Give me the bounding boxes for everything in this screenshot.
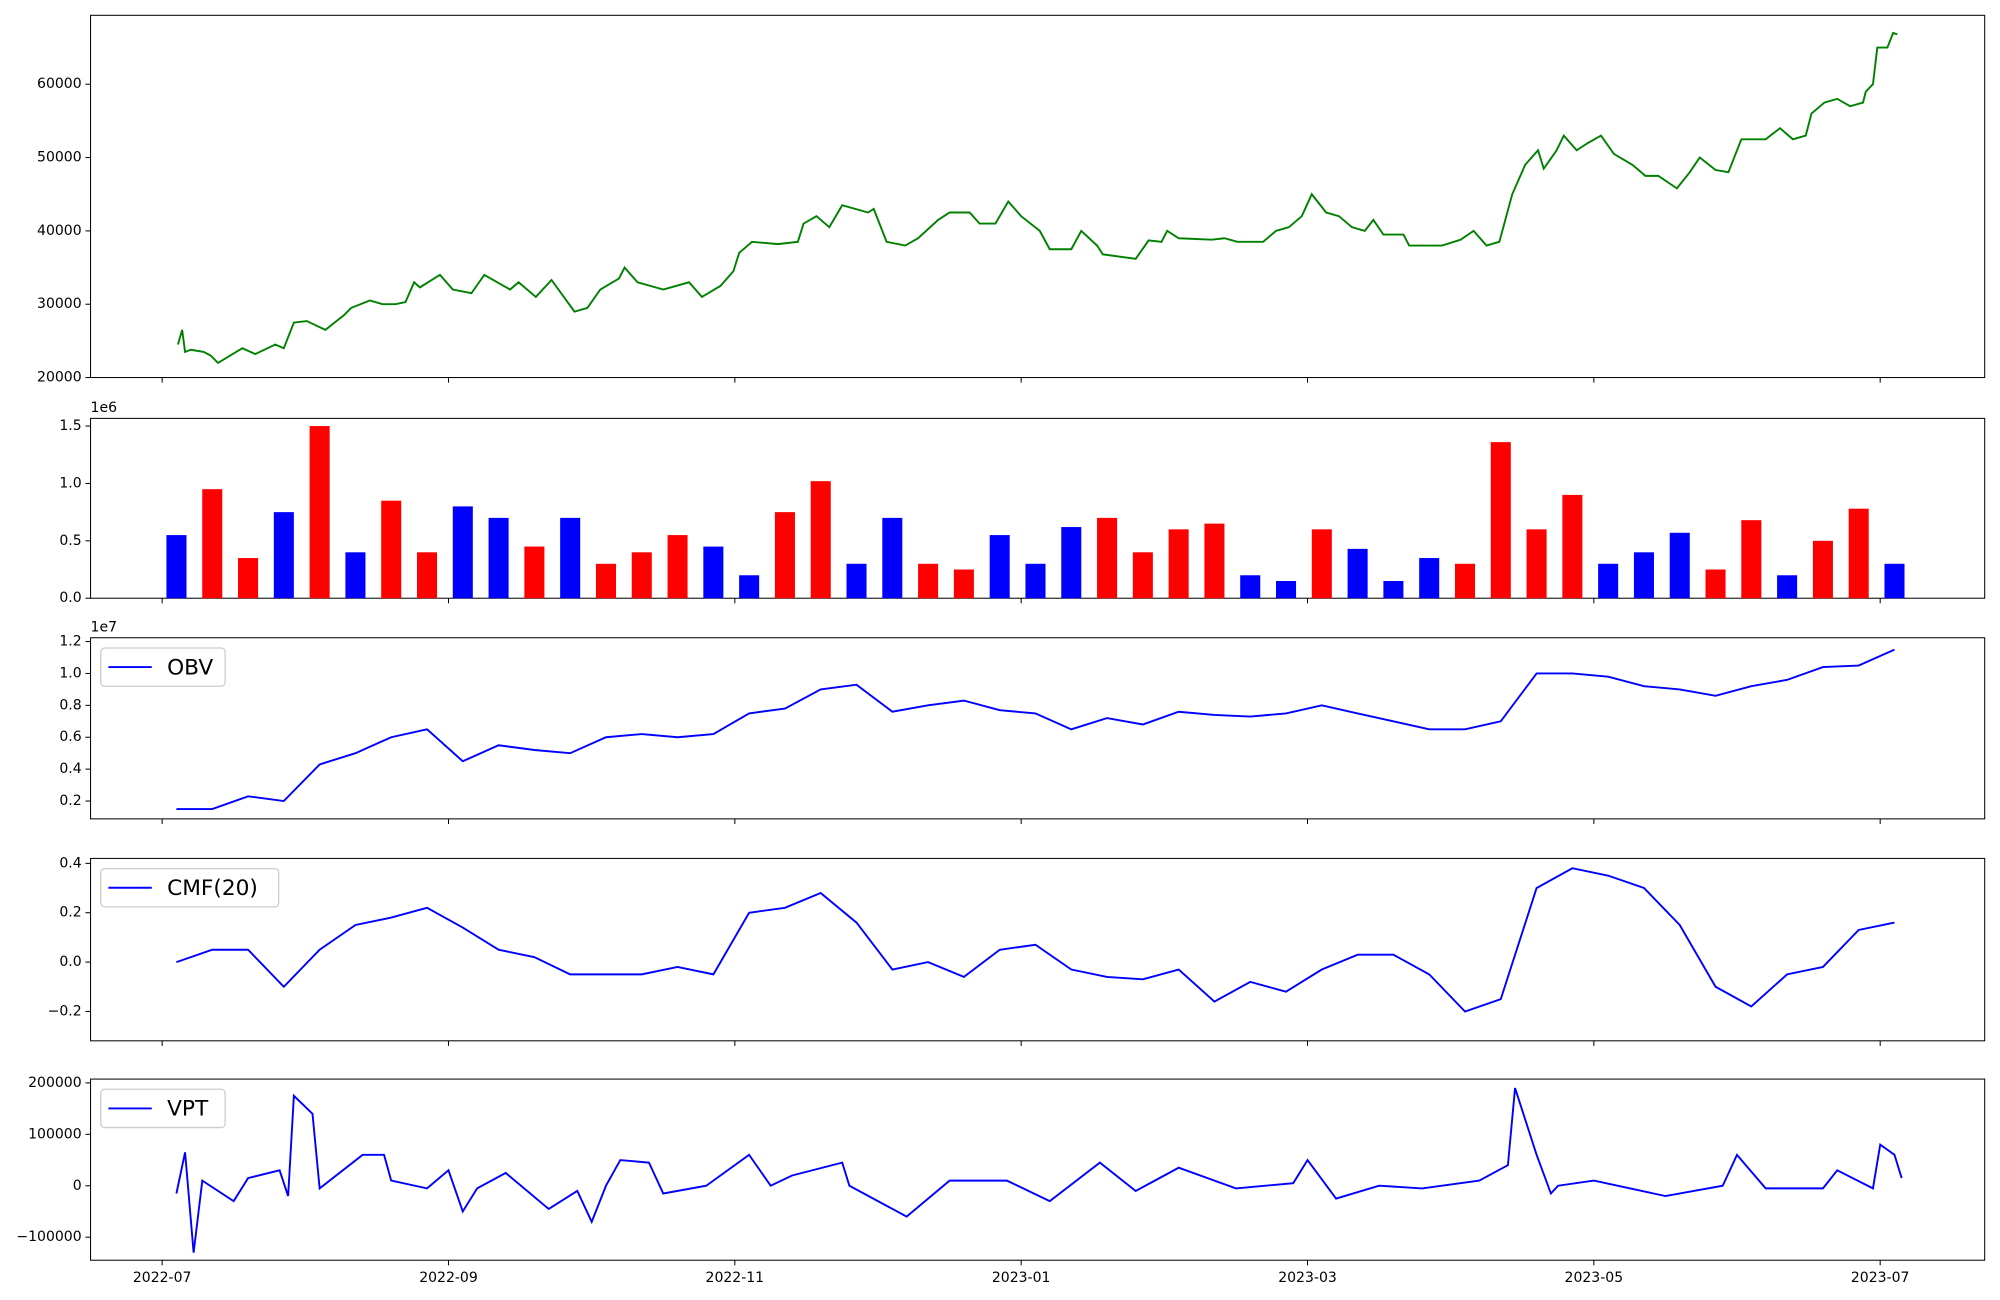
legend-box (100, 1088, 226, 1129)
volume-bar (1777, 575, 1798, 599)
y-offset-text: 1e7 (91, 620, 117, 636)
y-tick-label: 50000 (37, 150, 82, 166)
y-tick-label: 1.2 (59, 634, 81, 650)
volume-bar (309, 426, 330, 599)
data-line (176, 867, 1895, 1013)
axes-frame (90, 14, 1986, 379)
volume-bar (1311, 529, 1332, 599)
y-tick-label: 1.5 (59, 418, 81, 434)
y-tick-label: 200000 (28, 1075, 82, 1091)
y-tick-label: 0 (73, 1178, 82, 1194)
data-line (175, 1087, 1903, 1253)
y-tick-label: 0.4 (59, 855, 81, 871)
volume-bar (595, 563, 616, 599)
volume-bar (739, 575, 760, 599)
volume-bar (846, 563, 867, 599)
volume-bar (1132, 552, 1153, 599)
x-tick-label: 2023-07 (1851, 1270, 1910, 1286)
volume-bar (560, 517, 581, 599)
y-tick-label: 0.2 (59, 793, 81, 809)
legend-label: OBV (167, 655, 213, 680)
y-tick-label: 0.4 (59, 761, 81, 777)
axes-frame (90, 857, 1986, 1042)
volume-bar (1276, 580, 1297, 599)
volume-bar (810, 481, 831, 599)
volume-bar (202, 489, 223, 599)
y-tick-label: 0.0 (59, 954, 81, 970)
x-tick-label: 2023-01 (992, 1270, 1051, 1286)
y-tick-label: 1.0 (59, 665, 81, 681)
volume-bar (1633, 552, 1654, 599)
y-tick-label: 0.0 (59, 590, 81, 606)
volume-bar (631, 552, 652, 599)
volume-bar (1240, 575, 1261, 599)
y-offset-text: 1e6 (91, 400, 118, 416)
y-tick-label: 0.2 (59, 905, 81, 921)
volume-bar (1025, 563, 1046, 599)
volume-bar (774, 512, 795, 599)
data-line (177, 31, 1898, 365)
volume-bar (1741, 520, 1762, 599)
axes-frame (90, 1078, 1986, 1261)
volume-bar (953, 569, 974, 599)
volume-bar (1490, 442, 1511, 599)
volume-bar (1061, 527, 1082, 599)
volume-bar (1526, 529, 1547, 599)
y-tick-label: 0.5 (59, 533, 81, 549)
volume-bar (273, 512, 294, 599)
y-tick-label: 20000 (37, 370, 82, 386)
volume-bar (1669, 532, 1690, 599)
volume-bar (1454, 563, 1476, 599)
volume-bar (1598, 563, 1619, 599)
volume-bar (524, 546, 545, 599)
volume-bar (1562, 494, 1583, 599)
volume-bar (416, 552, 438, 599)
volume-bar (1168, 529, 1189, 599)
volume-bar (1705, 569, 1726, 599)
volume-bar (882, 517, 903, 599)
volume-bar (1383, 580, 1404, 599)
y-tick-label: 40000 (37, 223, 82, 239)
volume-bar (345, 552, 366, 599)
legend-box (100, 867, 280, 908)
y-tick-label: −0.2 (48, 1003, 82, 1019)
x-tick-label: 2022-09 (419, 1270, 478, 1286)
y-tick-label: 100000 (28, 1126, 82, 1142)
volume-bar (1347, 548, 1368, 599)
y-tick-label: 0.6 (59, 729, 81, 745)
volume-bar (1848, 508, 1869, 599)
volume-bar (703, 546, 724, 599)
volume-bar (918, 563, 939, 599)
y-tick-label: 0.8 (59, 697, 81, 713)
volume-bar (238, 558, 259, 599)
y-tick-label: −100000 (16, 1229, 81, 1245)
volume-bar (1204, 523, 1225, 599)
volume-bar (989, 535, 1010, 599)
volume-bar (667, 535, 688, 599)
y-tick-label: 30000 (37, 296, 82, 312)
legend-box (100, 647, 226, 687)
legend-label: CMF(20) (167, 876, 258, 901)
volume-bar (1097, 517, 1118, 599)
volume-bar (488, 517, 509, 599)
volume-bar (1419, 558, 1440, 599)
x-tick-label: 2023-03 (1278, 1270, 1337, 1286)
volume-bar (1812, 540, 1833, 599)
y-tick-label: 1.0 (59, 475, 81, 491)
x-tick-label: 2023-05 (1565, 1270, 1624, 1286)
volume-bar (452, 506, 473, 599)
volume-bar (166, 535, 187, 599)
x-tick-label: 2022-11 (706, 1270, 765, 1286)
legend-label: VPT (167, 1097, 209, 1122)
volume-bar (1884, 563, 1905, 599)
volume-bar (381, 500, 402, 599)
y-tick-label: 60000 (37, 76, 82, 92)
data-line (176, 648, 1895, 811)
x-tick-label: 2022-07 (133, 1270, 192, 1286)
axes-frame (90, 637, 1986, 820)
